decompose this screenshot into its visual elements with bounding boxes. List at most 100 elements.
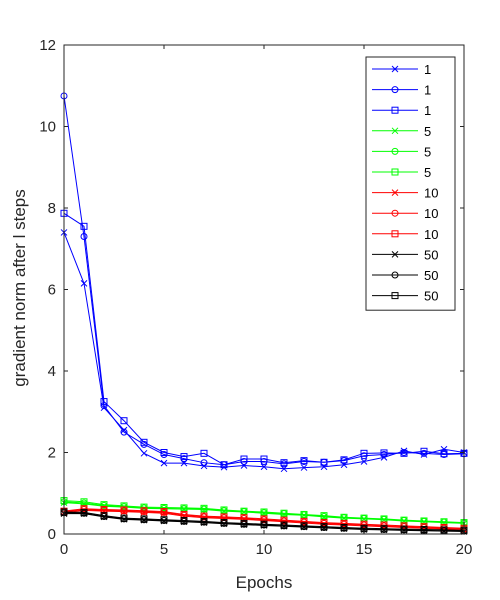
data-point <box>440 450 448 458</box>
legend-label: 10 <box>424 227 438 242</box>
data-point <box>260 520 268 528</box>
legend-label: 50 <box>424 268 438 283</box>
data-point <box>340 523 348 531</box>
y-tick-label: 4 <box>48 363 56 380</box>
legend-entry: 10 <box>372 206 438 221</box>
data-point <box>120 428 128 436</box>
legend-entry: 50 <box>372 268 438 283</box>
data-point <box>320 519 328 527</box>
data-point <box>180 504 188 512</box>
data-point <box>380 525 388 533</box>
data-point <box>120 502 128 510</box>
data-point <box>200 459 208 467</box>
series-line <box>63 509 465 530</box>
x-tick-label: 20 <box>456 541 473 558</box>
data-point <box>100 402 108 410</box>
data-point <box>300 510 308 518</box>
data-point <box>300 457 308 465</box>
legend-marker <box>391 271 399 279</box>
data-point <box>340 456 348 464</box>
data-point <box>300 522 308 530</box>
legend-label: 5 <box>424 124 431 139</box>
data-point <box>80 505 88 513</box>
data-point <box>360 458 368 465</box>
data-point <box>240 507 248 515</box>
data-point <box>80 222 88 230</box>
y-tick-label: 6 <box>48 282 56 299</box>
data-point <box>100 404 108 412</box>
legend-entry: 1 <box>372 62 431 77</box>
data-point <box>400 525 408 533</box>
data-point <box>300 517 308 525</box>
series-line <box>63 212 465 466</box>
data-point <box>420 526 428 534</box>
legend-entry: 5 <box>372 124 431 139</box>
legend-marker <box>391 209 399 217</box>
y-axis-label: gradient norm after l steps <box>10 189 29 386</box>
data-point <box>280 459 288 467</box>
legend-label: 5 <box>424 144 431 159</box>
marker-x-stroke <box>391 251 399 258</box>
marker-x-stroke <box>80 280 88 287</box>
legend: 1 1 1 5 5 5 10 10 10 50 50 50 <box>365 56 456 311</box>
data-point <box>140 449 148 457</box>
legend-marker <box>391 147 399 155</box>
data-point <box>100 398 108 406</box>
legend-marker <box>391 127 399 135</box>
series-line <box>63 500 465 524</box>
marker-x-stroke <box>391 65 399 73</box>
x-tick-label: 15 <box>356 541 373 558</box>
data-point <box>280 465 288 473</box>
series-line <box>63 512 465 532</box>
data-point <box>100 512 108 520</box>
legend-label: 1 <box>424 103 431 118</box>
data-point <box>200 449 208 457</box>
legend-marker <box>391 86 399 94</box>
data-point <box>320 523 328 531</box>
data-point <box>120 417 128 425</box>
marker-x-stroke <box>391 127 399 135</box>
data-point <box>140 507 148 515</box>
data-point <box>240 519 248 527</box>
data-point <box>360 520 368 528</box>
data-point <box>200 504 208 512</box>
legend-label: 5 <box>424 165 431 180</box>
data-point <box>160 504 168 512</box>
data-point <box>80 508 88 516</box>
legend-entry: 5 <box>372 144 431 159</box>
series-line <box>63 508 465 529</box>
legend-entry: 10 <box>372 186 438 201</box>
marker-x-stroke <box>100 404 108 412</box>
y-tick-label: 12 <box>39 37 56 54</box>
data-point <box>260 463 268 471</box>
y-tick-label: 8 <box>48 200 56 217</box>
marker-x-stroke <box>300 464 308 471</box>
marker-x-stroke <box>260 463 268 471</box>
data-point <box>80 498 88 506</box>
data-point <box>440 445 448 453</box>
data-point <box>260 455 268 463</box>
x-tick-label: 10 <box>256 541 273 558</box>
legend-marker <box>391 106 399 114</box>
legend-entry: 10 <box>372 227 438 242</box>
data-point <box>340 519 348 527</box>
data-point <box>160 516 168 524</box>
marker-x-stroke <box>140 449 148 457</box>
data-point <box>180 517 188 525</box>
marker-x-stroke <box>440 445 448 453</box>
data-point <box>120 426 128 434</box>
data-point <box>380 521 388 529</box>
marker-x-stroke <box>160 459 168 467</box>
x-tick-label: 0 <box>60 541 68 558</box>
legend-entry: 50 <box>372 247 438 262</box>
marker-x-stroke <box>220 463 228 471</box>
y-tick-label: 0 <box>48 526 56 543</box>
legend-entry: 5 <box>372 165 431 180</box>
data-point <box>120 514 128 522</box>
data-point <box>320 512 328 520</box>
data-point <box>380 449 388 457</box>
data-point <box>80 233 88 241</box>
data-point <box>400 449 408 457</box>
legend-marker <box>391 168 399 176</box>
